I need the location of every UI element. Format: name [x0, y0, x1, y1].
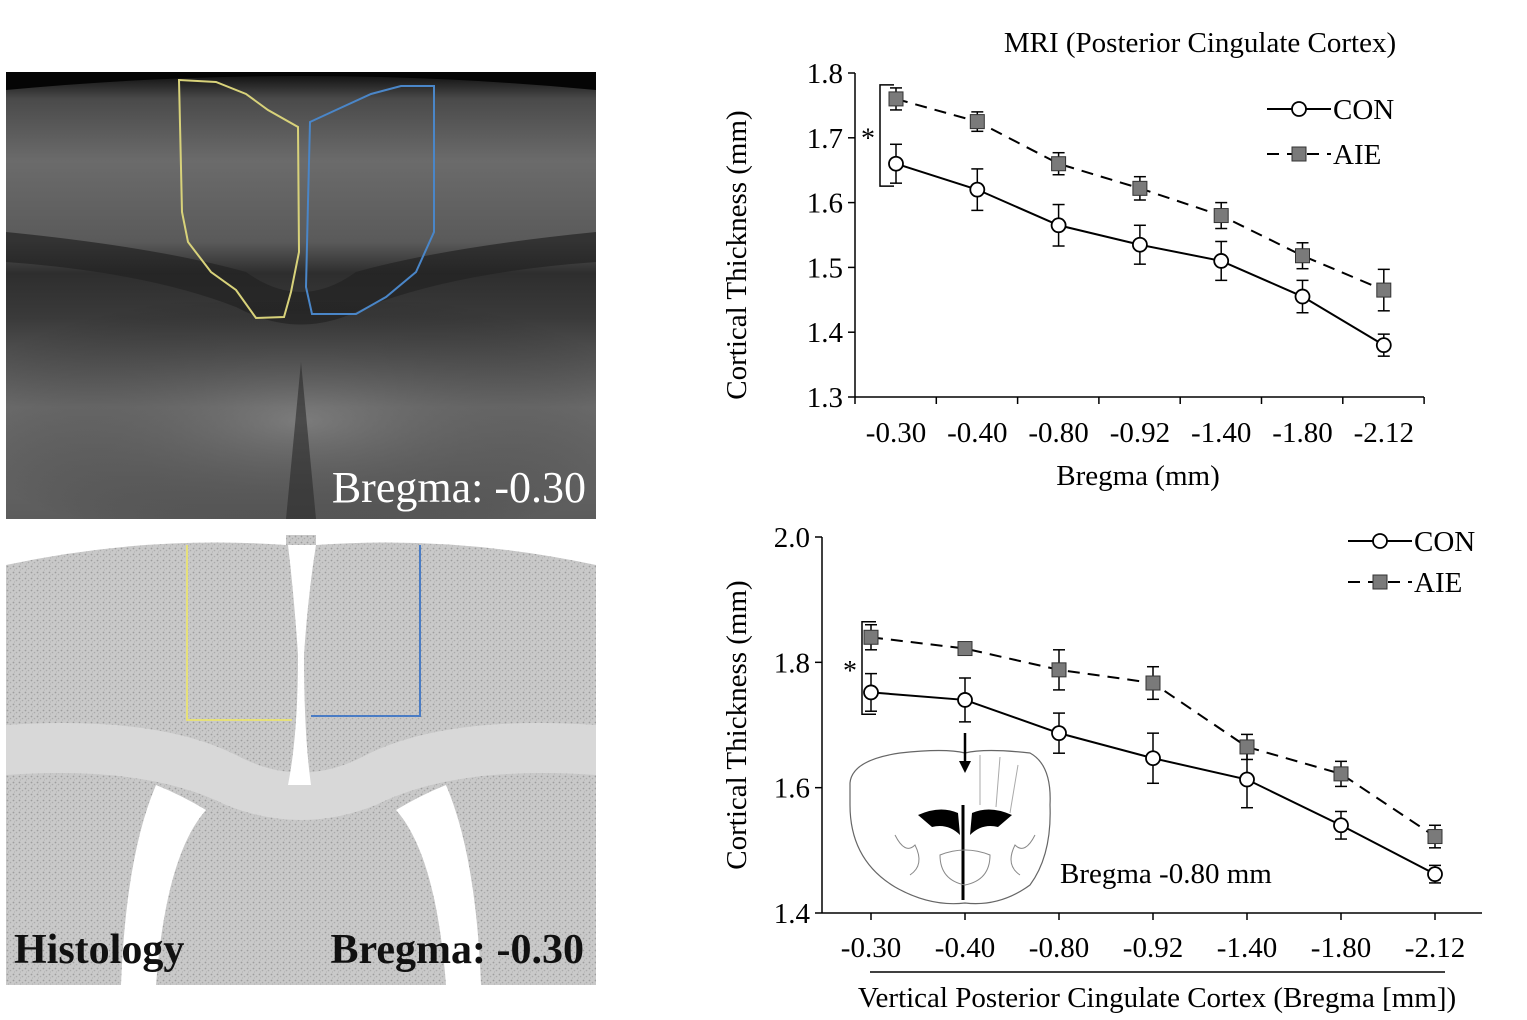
data-point-con: [969, 181, 986, 198]
y-axis-label: Cortical Thickness (mm): [721, 110, 753, 399]
chart-title: MRI (Posterior Cingulate Cortex): [1004, 27, 1396, 59]
data-point-con: [1050, 217, 1067, 234]
legend-marker-aie: [1291, 146, 1307, 162]
x-tick-label: -0.30: [866, 417, 926, 449]
y-tick-label: 1.4: [807, 317, 844, 349]
data-point-aie: [1295, 248, 1310, 264]
data-point-con: [957, 692, 973, 708]
roi-left-rect: [186, 545, 292, 721]
roi-right-outline: [304, 85, 435, 315]
y-tick-label: 1.5: [807, 252, 843, 284]
x-tick-label: -1.80: [1272, 417, 1332, 449]
data-point-con: [1213, 253, 1230, 269]
data-point-aie: [1333, 766, 1349, 782]
roi-left-outline: [177, 78, 301, 320]
y-tick-label: 1.8: [807, 58, 843, 90]
data-point-con: [1375, 337, 1392, 354]
y-axis-label: Cortical Thickness (mm): [721, 580, 753, 869]
data-point-aie: [1213, 208, 1229, 224]
data-point-con: [1051, 725, 1067, 742]
roi-right-rect: [311, 545, 421, 717]
data-point-aie: [863, 629, 879, 645]
data-point-con: [1294, 288, 1311, 305]
data-point-con: [1145, 750, 1161, 767]
legend-marker-aie: [1372, 574, 1388, 590]
legend-label-aie: AIE: [1333, 139, 1381, 171]
histology-thickness-chart: Cortical Thickness (mm) Vertical Posteri…: [700, 515, 1527, 1015]
data-point-aie: [1132, 180, 1148, 196]
data-point-aie: [1145, 675, 1161, 691]
y-tick-label: 2.0: [774, 522, 810, 554]
x-tick-label: -0.30: [841, 932, 901, 964]
significance-bracket: [861, 620, 876, 715]
x-tick-label: -2.12: [1405, 932, 1465, 964]
data-point-con: [888, 155, 904, 172]
x-tick-label: -0.80: [1029, 932, 1089, 964]
legend-marker-con: [1372, 533, 1388, 549]
y-tick-label: 1.8: [774, 647, 810, 679]
histology-image: Histology Bregma: -0.30: [6, 535, 596, 985]
data-point-aie: [957, 641, 973, 657]
data-point-aie: [1427, 829, 1443, 845]
mri-bregma-label: Bregma: -0.30: [332, 463, 586, 512]
mri-image: Bregma: -0.30: [6, 72, 596, 519]
y-tick-label: 1.7: [807, 123, 843, 155]
data-point-aie: [1051, 662, 1067, 678]
data-point-con: [1239, 771, 1255, 788]
data-point-con: [1427, 866, 1443, 883]
significance-asterisk: *: [843, 656, 857, 687]
y-tick-label: 1.6: [774, 773, 810, 805]
data-point-aie: [1051, 156, 1067, 172]
x-tick-label: -0.40: [935, 932, 995, 964]
brain-atlas-inset: [849, 733, 1051, 905]
data-point-aie: [888, 91, 904, 107]
significance-bracket: [879, 84, 894, 187]
histology-label: Histology: [14, 927, 184, 973]
x-tick-label: -0.80: [1028, 417, 1088, 449]
x-tick-label: -0.40: [947, 417, 1007, 449]
x-axis-label: Bregma (mm): [1056, 460, 1219, 492]
x-axis-label: Vertical Posterior Cingulate Cortex (Bre…: [858, 982, 1456, 1014]
y-tick-label: 1.4: [774, 898, 811, 930]
legend-label-aie: AIE: [1414, 567, 1462, 599]
mri-thickness-chart: MRI (Posterior Cingulate Cortex) Cortica…: [700, 10, 1520, 505]
significance-asterisk: *: [861, 124, 875, 155]
data-point-con: [1333, 817, 1349, 834]
x-tick-label: -2.12: [1354, 417, 1414, 449]
x-tick-label: -1.80: [1311, 932, 1371, 964]
data-point-aie: [1239, 739, 1255, 755]
legend-label-con: CON: [1414, 526, 1475, 558]
y-tick-label: 1.3: [807, 382, 843, 414]
data-point-con: [1131, 236, 1148, 253]
legend-label-con: CON: [1333, 94, 1394, 126]
x-tick-label: -1.40: [1217, 932, 1277, 964]
y-tick-label: 1.6: [807, 188, 843, 220]
histology-bregma-label: Bregma: -0.30: [331, 927, 585, 973]
inset-bregma-label: Bregma -0.80 mm: [1060, 858, 1272, 890]
x-tick-label: -1.40: [1191, 417, 1251, 449]
x-tick-label: -0.92: [1123, 932, 1183, 964]
data-point-aie: [1376, 282, 1392, 298]
data-point-aie: [969, 114, 985, 130]
x-tick-label: -0.92: [1110, 417, 1170, 449]
legend-marker-con: [1291, 101, 1307, 117]
data-point-con: [863, 684, 879, 701]
